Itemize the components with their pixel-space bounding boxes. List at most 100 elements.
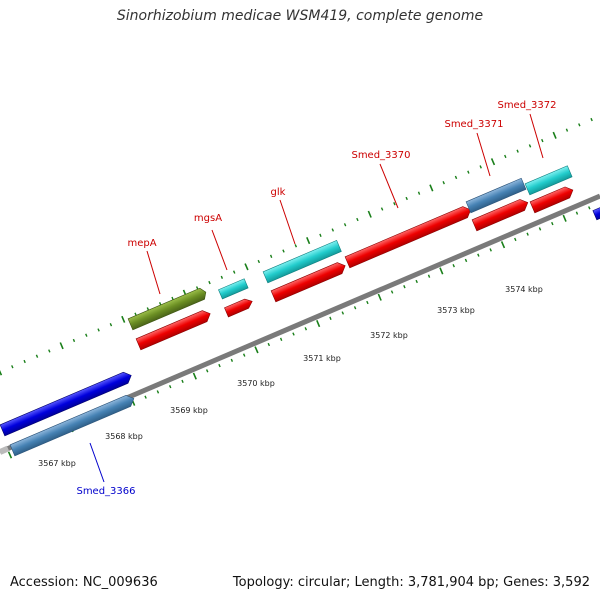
leader-mepA [146,250,161,295]
minor-tick [11,365,14,369]
minor-tick [403,285,406,289]
minor-tick [181,379,184,384]
minor-tick [242,353,246,357]
major-tick [377,293,382,301]
major-tick [490,158,496,166]
minor-tick [230,358,234,362]
minor-tick [72,338,76,343]
minor-tick [526,232,529,236]
minor-tick [109,323,113,327]
minor-tick [417,191,421,195]
minor-tick [393,202,396,206]
genome-backbone-fade [0,445,10,455]
minor-tick [279,337,283,341]
minor-tick [528,144,532,148]
kbp-label-3573: 3573 kbp [437,306,475,315]
gene-glk-box[interactable] [262,240,342,284]
major-tick [306,236,311,245]
minor-tick [205,369,209,373]
minor-tick [504,154,507,159]
label-Smed_3366: Smed_3366 [76,486,135,497]
major-tick [439,267,444,275]
cds-Smed_3370-box[interactable] [344,204,473,269]
minor-tick [353,306,357,310]
kbp-label-3574: 3574 kbp [505,285,543,294]
kbp-label-3569: 3569 kbp [170,406,208,415]
leader-mgsA [211,229,228,271]
gene-Smed_3372-box[interactable] [524,165,573,196]
major-tick [429,184,434,192]
major-tick [0,370,3,376]
map-title: Sinorhizobium medicae WSM419, complete g… [116,8,484,24]
minor-tick [220,275,224,279]
gene-mepA-box[interactable] [127,287,208,331]
leader-Smed_3366 [89,442,105,483]
kbp-label-3571: 3571 kbp [303,354,341,363]
cds-Smed_3372-box[interactable] [529,185,575,214]
minor-tick [257,259,261,264]
minor-tick [415,279,418,284]
gene-Smed_3371-box[interactable] [465,177,527,214]
major-tick [254,346,259,354]
gene-Smed_3366-box[interactable] [0,370,133,437]
major-tick [316,319,321,328]
gene-offscreen-right-box[interactable] [592,206,600,221]
minor-tick [232,270,236,274]
leader-Smed_3371 [476,132,491,177]
minor-tick [292,332,295,336]
minor-tick [551,221,554,226]
major-tick [244,263,249,271]
minor-tick [35,354,39,358]
minor-tick [516,149,519,153]
minor-tick [267,342,271,347]
minor-tick [452,264,455,268]
minor-tick [538,227,542,231]
minor-tick [575,211,579,215]
topology-summary-text: Topology: circular; Length: 3,781,904 bp… [232,575,590,590]
minor-tick [294,244,298,248]
minor-tick [578,123,581,127]
minor-tick [565,128,569,132]
minor-tick [282,249,285,253]
label-Smed_3370: Smed_3370 [351,150,410,161]
cds-glk-box[interactable] [270,260,347,303]
major-tick [121,315,126,323]
label-Smed_3371: Smed_3371 [444,119,503,130]
cds-mepA-box[interactable] [135,308,212,351]
minor-tick [427,274,431,278]
major-tick [367,210,372,218]
feature-layer [0,165,600,457]
minor-tick [171,296,174,301]
minor-tick [380,207,384,211]
kbp-label-3568: 3568 kbp [105,432,143,441]
minor-tick [331,228,335,232]
major-tick [562,214,567,222]
cds-mgsA-box[interactable] [224,297,254,318]
gene-mgsA-box[interactable] [218,278,249,300]
minor-tick [144,395,147,399]
minor-tick [208,280,211,285]
leader-Smed_3370 [379,163,399,209]
cds-Smed_3371-box[interactable] [471,197,530,232]
leader-glk [279,199,296,245]
minor-tick [590,117,593,122]
minor-tick [366,300,369,305]
minor-tick [343,223,347,227]
label-Smed_3372: Smed_3372 [497,100,556,111]
minor-tick [97,328,100,332]
minor-tick [134,312,137,316]
minor-tick [405,196,408,201]
minor-tick [48,349,51,353]
major-tick [552,131,557,139]
minor-tick [85,333,88,337]
minor-tick [588,206,591,210]
kbp-label-3567: 3567 kbp [38,459,76,468]
major-tick [192,372,197,380]
gene-Smed_3366-lower-box[interactable] [9,393,136,457]
minor-tick [158,302,162,306]
kbp-label-3572: 3572 kbp [370,331,408,340]
minor-tick [390,290,394,294]
minor-tick [541,138,544,143]
minor-tick [329,316,332,320]
